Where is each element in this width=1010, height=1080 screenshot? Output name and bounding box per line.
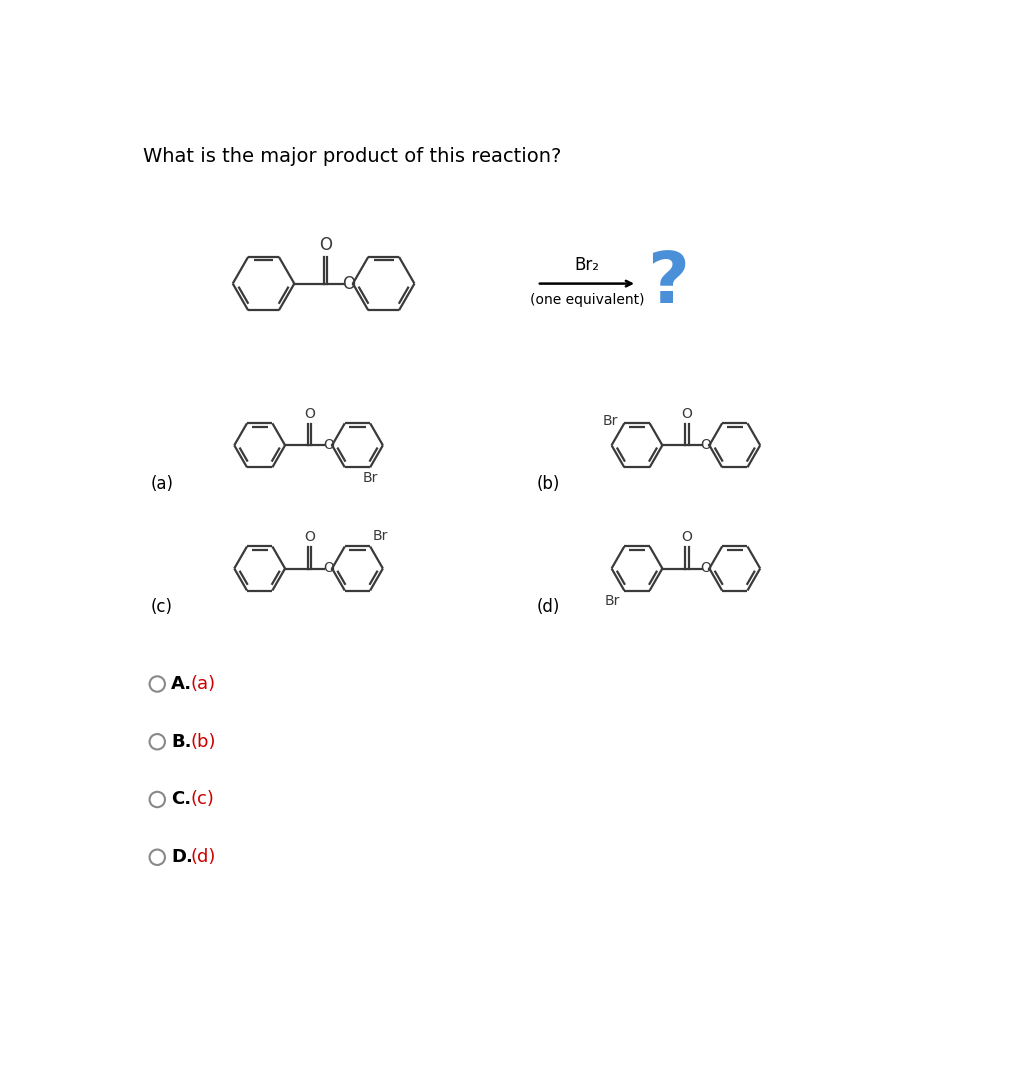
Text: (c): (c)	[150, 598, 173, 616]
Text: O: O	[682, 530, 693, 544]
Text: (a): (a)	[190, 675, 215, 693]
Text: (one equivalent): (one equivalent)	[529, 293, 644, 307]
Text: What is the major product of this reaction?: What is the major product of this reacti…	[142, 147, 561, 165]
Text: O: O	[700, 562, 711, 576]
Text: (d): (d)	[537, 598, 561, 616]
Text: Br: Br	[603, 414, 618, 428]
Text: Br: Br	[363, 471, 378, 485]
Text: O: O	[323, 562, 333, 576]
Text: O: O	[323, 438, 333, 453]
Text: O: O	[304, 407, 315, 421]
Text: C.: C.	[171, 791, 191, 809]
Text: D.: D.	[171, 848, 193, 866]
Text: O: O	[342, 274, 356, 293]
Text: (b): (b)	[537, 475, 561, 492]
Text: Br: Br	[605, 594, 620, 608]
Text: O: O	[682, 407, 693, 421]
Text: A.: A.	[171, 675, 192, 693]
Text: O: O	[304, 530, 315, 544]
Text: (a): (a)	[150, 475, 174, 492]
Text: ?: ?	[646, 249, 689, 319]
Text: Br₂: Br₂	[575, 256, 599, 274]
Text: (c): (c)	[190, 791, 214, 809]
Text: O: O	[700, 438, 711, 453]
Text: O: O	[319, 235, 331, 254]
Text: B.: B.	[171, 732, 192, 751]
Text: Br: Br	[373, 528, 388, 542]
Text: (d): (d)	[190, 848, 216, 866]
Text: (b): (b)	[190, 732, 216, 751]
